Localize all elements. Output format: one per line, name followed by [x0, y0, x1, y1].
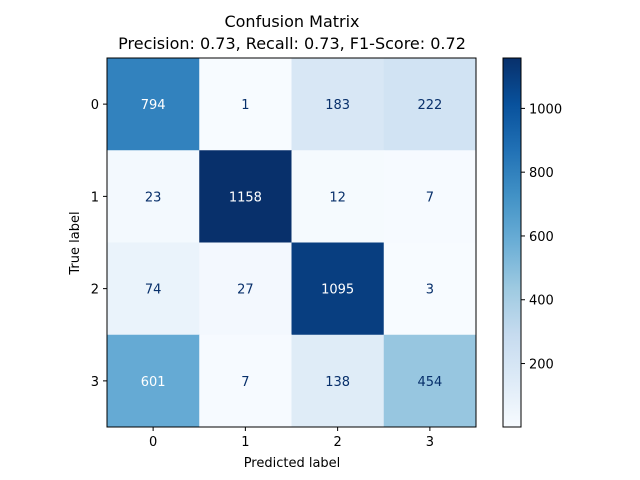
cell-value-label: 7 [426, 190, 434, 205]
x-tick-label: 0 [149, 435, 157, 450]
colorbar-tick-label: 200 [529, 358, 554, 373]
heatmap-cell [383, 58, 477, 151]
cell-value-label: 1 [241, 98, 249, 113]
x-tick-label: 3 [426, 435, 434, 450]
cell-value-label: 454 [417, 375, 442, 390]
heatmap-cell [199, 150, 292, 243]
x-tick-label: 1 [241, 435, 249, 450]
heatmap-cell [107, 58, 200, 151]
chart-title: Confusion Matrix [224, 12, 359, 31]
heatmap-cell [291, 242, 385, 336]
cell-value-label: 794 [141, 98, 166, 113]
colorbar-tick-label: 1000 [529, 102, 562, 117]
cell-value-label: 27 [237, 283, 254, 298]
x-tick-label: 2 [333, 435, 341, 450]
cell-value-label: 138 [325, 375, 350, 390]
colorbar-tick-label: 600 [529, 230, 554, 245]
y-axis-ticks: 0 1 2 3 [91, 98, 107, 390]
heatmap-cell [291, 58, 385, 151]
heatmap-cell [107, 150, 200, 243]
y-tick-label: 3 [91, 375, 99, 390]
heatmap-cell [383, 242, 477, 336]
chart-subtitle: Precision: 0.73, Recall: 0.73, F1-Score:… [118, 34, 466, 53]
colorbar [502, 57, 522, 428]
cell-value-label: 74 [145, 283, 162, 298]
heatmap-cell [199, 242, 292, 336]
colorbar-ticks: 200 400 600 800 1000 [521, 102, 562, 373]
cell-value-label: 23 [145, 190, 162, 205]
y-tick-label: 0 [91, 98, 99, 113]
cell-value-label: 7 [241, 375, 249, 390]
cell-value-label: 1158 [229, 190, 262, 205]
heatmap-cell [107, 334, 200, 428]
heatmap-cell [383, 150, 477, 243]
colorbar-tick-label: 800 [529, 166, 554, 181]
y-tick-label: 1 [91, 190, 99, 205]
heatmap-cell [291, 334, 385, 428]
heatmap-cell [383, 334, 477, 428]
heatmap-cells: 794 1 183 222 23 1158 12 7 74 27 1095 3 601 7 138 454 [107, 58, 477, 428]
cell-value-label: 1095 [321, 283, 354, 298]
heatmap-cell [291, 150, 385, 243]
cell-value-label: 183 [325, 98, 350, 113]
cell-value-label: 3 [426, 283, 434, 298]
x-axis-label: Predicted label [244, 456, 341, 471]
heatmap-cell [199, 58, 292, 151]
cell-value-label: 12 [329, 190, 346, 205]
y-tick-label: 2 [91, 283, 99, 298]
plot-frame [106, 57, 477, 428]
x-axis-ticks: 0 1 2 3 [149, 427, 434, 450]
colorbar-tick-label: 400 [529, 294, 554, 309]
y-axis-label: True label [68, 211, 83, 275]
heatmap-cell [199, 334, 292, 428]
cell-value-label: 601 [141, 375, 166, 390]
heatmap-cell [107, 242, 200, 336]
cell-value-label: 222 [417, 98, 442, 113]
